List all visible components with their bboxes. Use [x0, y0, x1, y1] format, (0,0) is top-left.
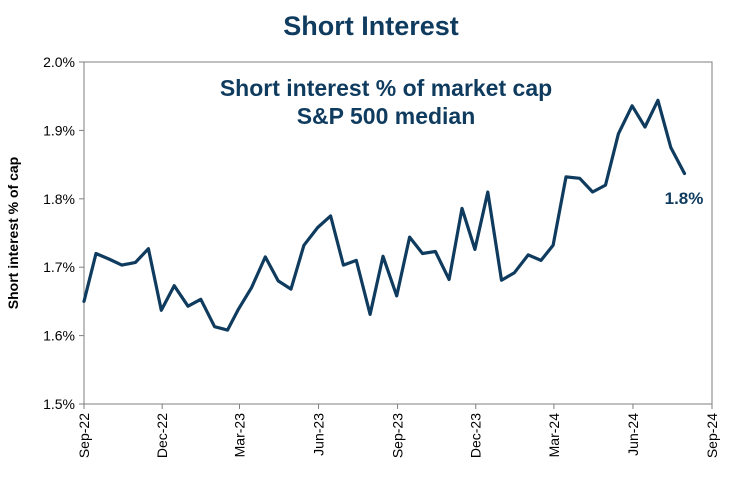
- y-tick-label: 1.8%: [43, 191, 75, 207]
- y-tick-label: 1.9%: [43, 122, 75, 138]
- x-axis-ticks: Sep-22 Dec-22 Mar-23 Jun-23 Sep-23 Dec-23 Mar-…: [76, 404, 720, 458]
- chart-subtitle-line-1: Short interest % of market cap: [220, 75, 552, 101]
- y-tick-label: 1.5%: [43, 396, 75, 412]
- chart-subtitle-line-2: S&P 500 median: [297, 103, 476, 129]
- x-tick-label: Mar-23: [231, 413, 247, 458]
- x-tick-label: Dec-22: [154, 413, 170, 458]
- y-axis-label: Short interest % of cap: [5, 157, 21, 309]
- x-tick-label: Jun-24: [625, 413, 641, 456]
- series-line: [82, 98, 687, 332]
- plot-area: [83, 61, 713, 405]
- y-tick-label: 1.7%: [43, 259, 75, 275]
- x-tick-label: Jun-23: [311, 413, 327, 456]
- x-tick-label: Sep-24: [704, 413, 720, 458]
- y-tick-label: 2.0%: [43, 54, 75, 70]
- y-tick-label: 1.6%: [43, 328, 75, 344]
- x-tick-label: Mar-24: [546, 413, 562, 458]
- chart-title: Short Interest: [283, 11, 459, 41]
- x-tick-label: Sep-23: [390, 413, 406, 458]
- end-value-label: 1.8%: [665, 189, 704, 208]
- x-tick-label: Dec-23: [468, 413, 484, 458]
- y-axis-ticks: 1.5% 1.6% 1.7% 1.8% 1.9% 2.0%: [43, 54, 84, 412]
- x-tick-label: Sep-22: [76, 413, 92, 458]
